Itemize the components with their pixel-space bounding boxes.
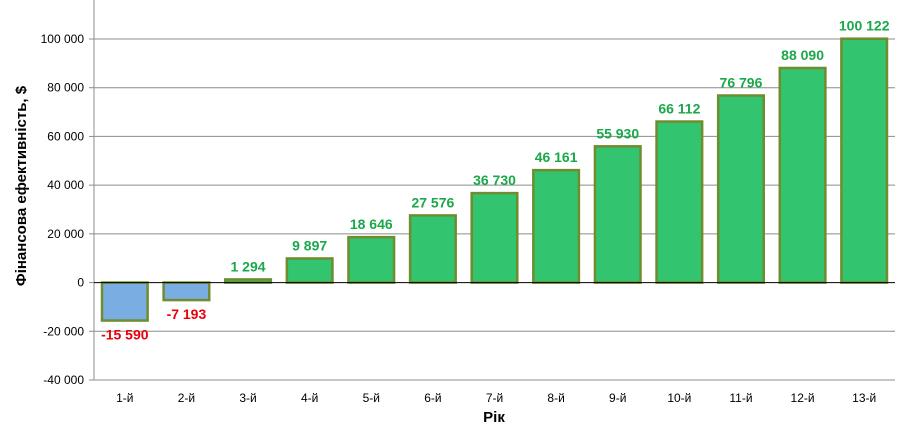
y-tick-label: 40 000 xyxy=(47,178,84,192)
y-axis-title: Фінансова ефективність, $ xyxy=(13,85,30,286)
y-tick-label: -20 000 xyxy=(43,324,84,338)
x-tick-label: 13-й xyxy=(852,391,876,405)
bar-8-й xyxy=(532,168,581,284)
x-axis-title: Рік xyxy=(483,409,505,426)
bar-7-й xyxy=(470,191,519,284)
y-tick-label: 100 000 xyxy=(41,32,85,46)
data-label: 36 730 xyxy=(473,172,516,188)
data-label: 76 796 xyxy=(720,75,763,91)
bars xyxy=(100,37,889,322)
x-tick-label: 12-й xyxy=(791,391,815,405)
x-tick-label: 1-й xyxy=(116,391,133,405)
y-tick-label: -40 000 xyxy=(43,373,84,387)
data-label: 9 897 xyxy=(292,237,327,253)
bar-13-й xyxy=(840,37,889,284)
bar-11-й xyxy=(716,94,766,284)
x-tick-label: 11-й xyxy=(729,391,752,405)
y-tick-label: 20 000 xyxy=(47,227,84,241)
x-tick-label: 7-й xyxy=(486,391,503,405)
x-tick-label: 3-й xyxy=(239,391,256,405)
bar-4-й xyxy=(285,257,334,284)
x-tick-label: 2-й xyxy=(178,391,195,405)
bar-9-й xyxy=(593,145,642,284)
data-labels: -15 590 -7 193 1 294 9 897 18 646 27 576 36 73… xyxy=(101,18,890,343)
x-tick-label: 4-й xyxy=(301,391,318,405)
x-tick-label: 10-й xyxy=(667,391,691,405)
data-label: 66 112 xyxy=(658,101,700,117)
data-label: 55 930 xyxy=(596,125,639,141)
x-tick-label: 9-й xyxy=(609,391,626,405)
data-label: 100 122 xyxy=(839,18,890,34)
data-label: 46 161 xyxy=(535,149,578,165)
bar-6-й xyxy=(408,214,457,284)
data-label: 18 646 xyxy=(350,216,393,232)
data-label: 1 294 xyxy=(231,258,266,274)
bar-2-й xyxy=(162,281,211,302)
bar-12-й xyxy=(778,66,827,284)
y-tick-label: 60 000 xyxy=(47,129,84,143)
x-tick-label: 5-й xyxy=(363,391,380,405)
data-label: 27 576 xyxy=(411,194,454,210)
data-label: -7 193 xyxy=(167,306,207,322)
y-tick-label: 0 xyxy=(77,276,84,290)
y-tick-label: 80 000 xyxy=(47,81,84,95)
axes: -40 000 -20 000 0 20 000 40 000 60 000 80 000 1… xyxy=(41,0,895,405)
bar-1-й xyxy=(100,281,149,322)
bar-5-й xyxy=(347,235,396,284)
bar-10-й xyxy=(655,120,704,284)
x-tick-label: 6-й xyxy=(424,391,441,405)
x-tick-label: 8-й xyxy=(547,391,564,405)
data-label: 88 090 xyxy=(781,47,824,63)
data-label: -15 590 xyxy=(101,327,149,343)
